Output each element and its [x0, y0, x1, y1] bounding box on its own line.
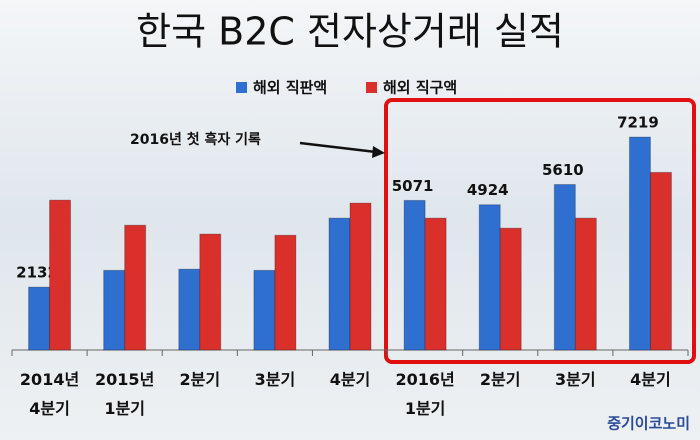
bar	[628, 136, 651, 351]
x-tick-label: 4분기	[330, 370, 371, 389]
value-label: 5610	[542, 161, 584, 179]
x-tick-label: 2016년 1분기	[395, 370, 454, 418]
legend-swatch	[366, 82, 377, 93]
x-tick-line: 2014년	[20, 370, 79, 389]
x-tick-label: 2분기	[480, 370, 521, 389]
x-tick-line: 3분기	[555, 370, 596, 389]
bar	[49, 199, 72, 351]
bar	[403, 199, 426, 351]
x-tick-label: 2분기	[179, 370, 220, 389]
x-tick-line: 4분기	[630, 370, 671, 389]
x-tick-line: 4분기	[29, 399, 70, 418]
value-label: 4924	[467, 181, 509, 199]
arrow-head	[372, 146, 385, 158]
x-tick-line: 1분기	[405, 399, 446, 418]
bar	[253, 269, 276, 351]
annotation-arrow	[299, 141, 377, 154]
highlight-box	[384, 98, 696, 364]
x-tick-label: 3분기	[555, 370, 596, 389]
x-tick-line: 2분기	[179, 370, 220, 389]
legend-swatch	[236, 82, 247, 93]
x-tick-line: 4분기	[330, 370, 371, 389]
value-label: 2132	[16, 264, 58, 282]
bar	[28, 286, 51, 351]
x-tick-label: 2014년 4분기	[20, 370, 79, 418]
value-label: 7219	[617, 114, 659, 132]
bar	[124, 224, 147, 351]
x-tick-label: 4분기	[630, 370, 671, 389]
annotation: 2016년 첫 흑자 기록	[130, 131, 261, 148]
chart-title: 한국 B2C 전자상거래 실적	[136, 10, 564, 54]
bar	[328, 217, 351, 351]
legend-label: 해외 직판액	[253, 79, 327, 97]
bar	[574, 217, 597, 351]
x-tick-label: 3분기	[255, 370, 296, 389]
bar	[199, 233, 222, 351]
bar	[553, 184, 576, 351]
x-tick-line: 2분기	[480, 370, 521, 389]
source: 중기이코노미	[607, 415, 690, 433]
bar	[178, 268, 201, 351]
x-tick-line: 2015년	[95, 370, 154, 389]
x-tick-line: 3분기	[255, 370, 296, 389]
value-label: 5071	[392, 177, 434, 195]
bar	[499, 227, 522, 351]
x-tick-line: 2016년	[395, 370, 454, 389]
x-tick-label: 2015년 1분기	[95, 370, 154, 418]
bar	[274, 234, 297, 351]
bar	[349, 202, 372, 351]
bar	[478, 204, 501, 351]
x-tick-line: 1분기	[104, 399, 145, 418]
bar	[649, 171, 672, 351]
legend-label: 해외 직구액	[383, 79, 457, 97]
bar	[103, 269, 126, 351]
bar	[424, 217, 447, 351]
